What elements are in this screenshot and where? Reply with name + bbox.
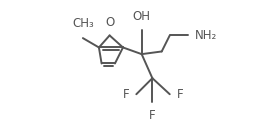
- Text: F: F: [149, 109, 156, 122]
- Text: NH₂: NH₂: [195, 29, 217, 42]
- Text: O: O: [105, 16, 114, 29]
- Text: OH: OH: [133, 10, 151, 23]
- Text: F: F: [177, 88, 183, 101]
- Text: CH₃: CH₃: [72, 17, 94, 30]
- Text: F: F: [123, 88, 130, 101]
